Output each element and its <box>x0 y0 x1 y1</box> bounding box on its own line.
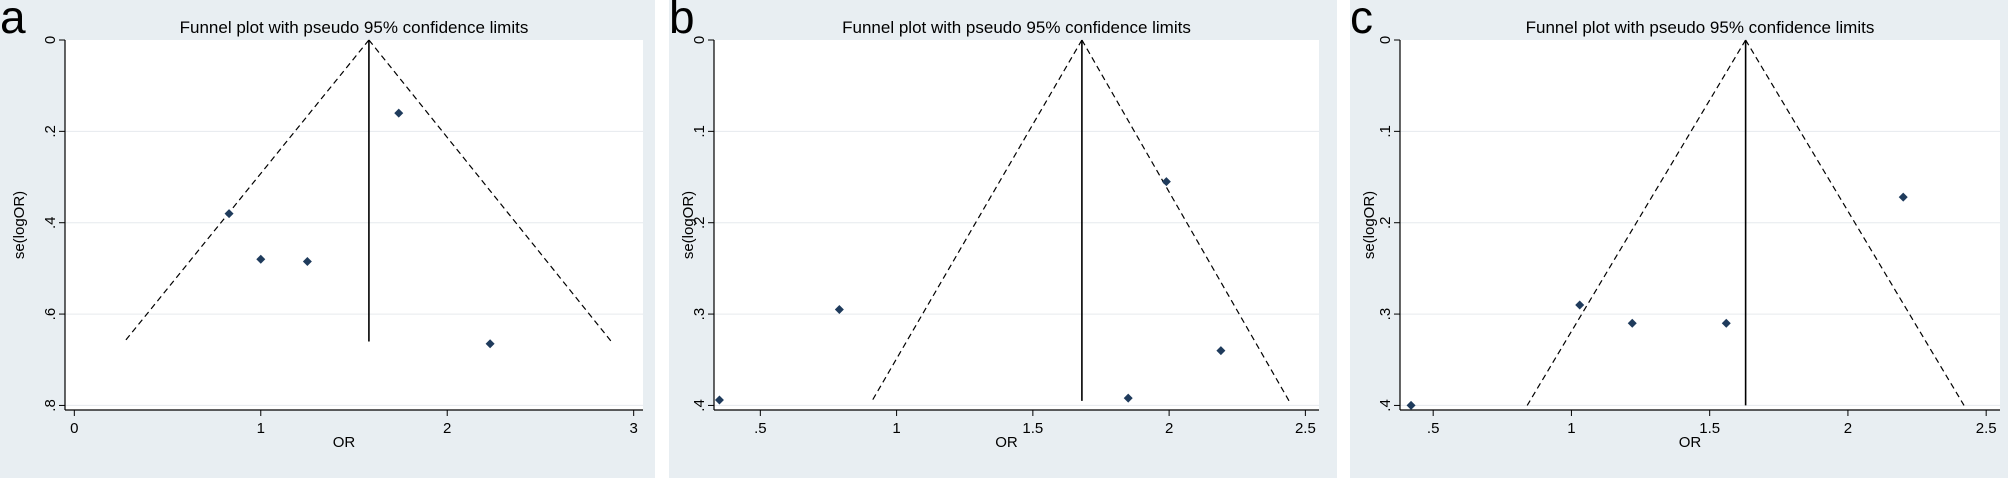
panel-c: Funnel plot with pseudo 95% confidence l… <box>1350 0 2008 478</box>
study-point <box>1575 300 1585 310</box>
study-point <box>1898 192 1908 202</box>
study-point <box>1721 318 1731 328</box>
y-tick-label: .4 <box>42 216 59 229</box>
y-tick-label: 0 <box>1377 36 1394 44</box>
panel-letter-c: c <box>1350 0 1373 43</box>
x-axis-label: OR <box>995 434 1018 451</box>
funnel-plot-b: Funnel plot with pseudo 95% confidence l… <box>680 18 1319 451</box>
x-tick-label: 2 <box>1844 420 1852 437</box>
y-tick-label: .4 <box>1377 399 1394 412</box>
x-tick-label: 3 <box>630 420 638 437</box>
panel-b: Funnel plot with pseudo 95% confidence l… <box>669 0 1337 478</box>
ci-upper-limit <box>368 39 612 342</box>
study-point <box>394 108 404 118</box>
x-tick-label: 1 <box>892 420 900 437</box>
panel-letter-a: a <box>0 0 26 43</box>
x-tick-label: 1.5 <box>1022 420 1043 437</box>
x-tick-label: 0 <box>70 420 78 437</box>
y-axis-label: se(logOR) <box>11 191 28 259</box>
x-tick-label: 1 <box>1567 420 1575 437</box>
study-point <box>1161 177 1171 187</box>
y-tick-label: .2 <box>1377 216 1394 229</box>
ci-lower-limit <box>1526 39 1747 406</box>
chart-title: Funnel plot with pseudo 95% confidence l… <box>180 18 529 37</box>
y-tick-label: .8 <box>42 399 59 412</box>
y-tick-label: .2 <box>42 125 59 138</box>
x-tick-label: 2.5 <box>1976 420 1997 437</box>
funnel-plot-a: Funnel plot with pseudo 95% confidence l… <box>11 18 643 451</box>
x-axis-label: OR <box>1679 434 1702 451</box>
panel-a: Funnel plot with pseudo 95% confidence l… <box>0 0 655 478</box>
plot-area <box>1400 40 2000 410</box>
y-axis-label: se(logOR) <box>680 191 697 259</box>
y-tick-label: .2 <box>691 216 708 229</box>
y-tick-label: .4 <box>691 399 708 412</box>
x-tick-label: .5 <box>754 420 767 437</box>
y-tick-label: 0 <box>691 36 708 44</box>
y-tick-label: 0 <box>42 36 59 44</box>
y-tick-label: .1 <box>691 125 708 138</box>
study-point <box>1406 400 1416 410</box>
x-tick-label: 2 <box>1165 420 1173 437</box>
study-point <box>256 254 266 264</box>
chart-title: Funnel plot with pseudo 95% confidence l… <box>842 18 1191 37</box>
x-tick-label: 2.5 <box>1295 420 1316 437</box>
funnel-plot-c: Funnel plot with pseudo 95% confidence l… <box>1361 18 2000 451</box>
plot-area <box>65 40 643 410</box>
study-point <box>834 305 844 315</box>
study-point <box>224 209 234 219</box>
ci-lower-limit <box>124 39 370 342</box>
panel-letter-b: b <box>669 0 695 43</box>
plot-area <box>714 40 1319 410</box>
ci-upper-limit <box>1745 39 1965 406</box>
study-point <box>302 257 312 267</box>
study-point <box>1216 346 1226 356</box>
study-point <box>485 339 495 349</box>
study-point <box>714 395 724 405</box>
x-tick-label: 2 <box>443 420 451 437</box>
x-tick-label: 1 <box>257 420 265 437</box>
y-tick-label: .3 <box>1377 308 1394 321</box>
x-axis-label: OR <box>333 434 356 451</box>
y-axis-label: se(logOR) <box>1361 191 1378 259</box>
study-point <box>1627 318 1637 328</box>
x-tick-label: 1.5 <box>1699 420 1720 437</box>
x-tick-label: .5 <box>1427 420 1440 437</box>
y-tick-label: .6 <box>42 308 59 321</box>
y-tick-label: .3 <box>691 308 708 321</box>
y-tick-label: .1 <box>1377 125 1394 138</box>
chart-title: Funnel plot with pseudo 95% confidence l… <box>1526 18 1875 37</box>
study-point <box>1123 393 1133 403</box>
